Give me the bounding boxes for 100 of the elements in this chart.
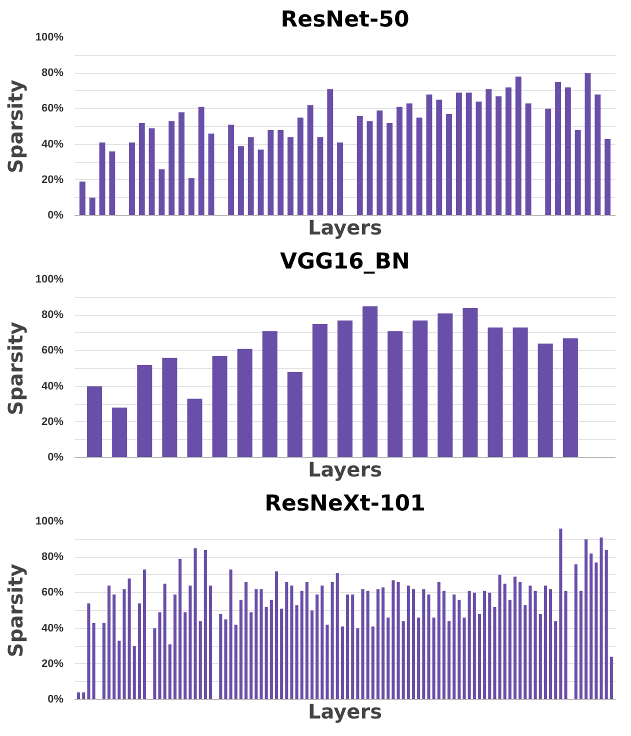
bar [337, 320, 353, 458]
bar [228, 124, 234, 216]
bar [406, 103, 412, 216]
y-tick-label: 0% [48, 694, 64, 706]
bar [462, 618, 466, 700]
bar [493, 606, 496, 700]
bar [402, 621, 405, 700]
bar [158, 612, 162, 700]
bar [416, 118, 422, 216]
bar [446, 114, 452, 216]
y-tick-label: 20% [41, 416, 64, 428]
bar [77, 692, 80, 700]
bar [574, 564, 578, 700]
bar [143, 570, 146, 700]
bar [109, 151, 116, 216]
bar [239, 600, 242, 700]
bar [448, 621, 451, 700]
bar [610, 656, 613, 700]
bar [426, 94, 432, 216]
bar [361, 589, 364, 700]
bar [137, 364, 152, 458]
bar [87, 386, 102, 458]
bar [412, 589, 416, 700]
bar [132, 646, 136, 700]
bar [488, 592, 492, 700]
bar [118, 640, 121, 700]
bar [320, 586, 324, 700]
y-axis-title: Sparsity [3, 80, 28, 174]
bar [452, 594, 456, 700]
bar [534, 590, 537, 700]
bar [574, 130, 581, 216]
bar [270, 600, 273, 700]
bar [184, 612, 187, 700]
bar [564, 87, 571, 216]
bar [590, 554, 593, 700]
bar [356, 628, 360, 700]
bar [244, 582, 248, 700]
bar [178, 558, 182, 700]
x-axis-title: Layers [308, 458, 382, 482]
y-tick-label: 60% [41, 102, 64, 115]
bar [468, 590, 471, 700]
bar [392, 580, 395, 700]
y-tick-label: 20% [41, 174, 64, 186]
bar [310, 610, 314, 700]
bar [476, 102, 482, 216]
y-tick-label: 20% [41, 658, 64, 670]
bar [458, 600, 461, 700]
bar [290, 586, 294, 700]
bar [604, 550, 608, 700]
bar [417, 618, 420, 700]
y-tick-label: 80% [41, 67, 64, 80]
bar [128, 578, 131, 700]
bar [122, 589, 126, 700]
bar [89, 198, 96, 216]
y-tick-label: 0% [48, 210, 64, 222]
bar [362, 306, 378, 458]
bar [198, 106, 204, 216]
bar [229, 570, 232, 700]
bar [388, 331, 403, 458]
bar [307, 105, 314, 216]
bar [594, 562, 598, 700]
bar [366, 121, 373, 216]
bar [462, 308, 478, 458]
bar [278, 130, 284, 216]
bar [158, 169, 165, 216]
bar [371, 626, 374, 700]
bar [264, 606, 268, 700]
bar [478, 614, 482, 700]
bar [512, 328, 528, 458]
bar [555, 82, 562, 216]
bar [326, 624, 329, 700]
bar [366, 590, 370, 700]
bar [305, 582, 308, 700]
bar [316, 594, 319, 700]
y-tick-label: 40% [41, 622, 64, 634]
bar [436, 100, 442, 216]
y-tick-label: 60% [41, 586, 64, 599]
bar [212, 356, 228, 458]
bar [187, 398, 202, 458]
bar [584, 539, 588, 700]
bar [188, 586, 192, 700]
bar [112, 594, 116, 700]
bar [204, 550, 207, 700]
bar [274, 571, 278, 700]
bar [153, 628, 156, 700]
bar [498, 574, 502, 700]
bar [545, 108, 552, 216]
bar [562, 338, 578, 458]
chart-title: ResNet-50 [280, 8, 410, 32]
bar [163, 584, 166, 700]
bar [208, 134, 214, 216]
bar [198, 621, 202, 700]
chart-title: ResNeXt-101 [264, 492, 426, 516]
bar [466, 92, 472, 216]
bar [406, 586, 410, 700]
bar [300, 590, 304, 700]
bar [340, 626, 344, 700]
y-tick-label: 40% [41, 380, 64, 392]
bar [438, 313, 453, 458]
bar [234, 624, 238, 700]
